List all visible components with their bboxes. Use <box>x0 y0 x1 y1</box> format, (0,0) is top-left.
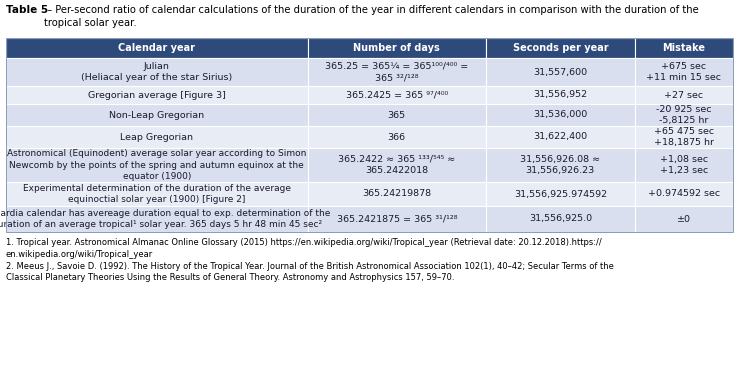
Text: 365: 365 <box>388 111 406 119</box>
Bar <box>635 148 733 182</box>
Bar <box>635 38 733 58</box>
Bar <box>486 206 635 232</box>
Text: Non-Leap Gregorian: Non-Leap Gregorian <box>109 111 205 119</box>
Text: 31,556,926.08 ≈
31,556,926.23: 31,556,926.08 ≈ 31,556,926.23 <box>520 155 600 175</box>
Bar <box>307 148 486 182</box>
Bar <box>307 206 486 232</box>
Text: – Per-second ratio of calendar calculations of the duration of the year in diffe: – Per-second ratio of calendar calculati… <box>44 5 699 28</box>
Text: Table 5: Table 5 <box>6 5 48 15</box>
Bar <box>6 126 307 148</box>
Bar <box>635 206 733 232</box>
Text: +27 sec: +27 sec <box>664 91 704 99</box>
Text: Asgardia calendar has avereage duration equal to exp. determination of the
durat: Asgardia calendar has avereage duration … <box>0 209 330 229</box>
Text: 31,622,400: 31,622,400 <box>534 132 588 141</box>
Text: Number of days: Number of days <box>353 43 440 53</box>
Text: 366: 366 <box>388 132 406 141</box>
Text: 31,556,952: 31,556,952 <box>534 91 588 99</box>
Bar <box>307 104 486 126</box>
Text: Mistake: Mistake <box>662 43 706 53</box>
Bar <box>486 148 635 182</box>
Text: 31,536,000: 31,536,000 <box>534 111 588 119</box>
Text: 31,556,925.0: 31,556,925.0 <box>529 215 592 223</box>
Bar <box>6 206 307 232</box>
Text: 365.2422 ≈ 365 ¹³³/⁵⁴⁵ ≈
365.2422018: 365.2422 ≈ 365 ¹³³/⁵⁴⁵ ≈ 365.2422018 <box>338 155 455 175</box>
Bar <box>6 86 307 104</box>
Text: +0.974592 sec: +0.974592 sec <box>648 189 720 199</box>
Bar <box>6 58 307 86</box>
Text: 365.2425 = 365 ⁹⁷/⁴⁰⁰: 365.2425 = 365 ⁹⁷/⁴⁰⁰ <box>346 91 448 99</box>
Text: 31,556,925.974592: 31,556,925.974592 <box>514 189 607 199</box>
Bar <box>635 86 733 104</box>
Bar <box>635 126 733 148</box>
Bar <box>635 182 733 206</box>
Bar <box>307 58 486 86</box>
Text: 365.24219878: 365.24219878 <box>362 189 432 199</box>
Text: +65 475 sec
+18,1875 hr: +65 475 sec +18,1875 hr <box>654 127 714 147</box>
Bar <box>6 148 307 182</box>
Text: -20 925 sec
-5,8125 hr: -20 925 sec -5,8125 hr <box>656 105 712 125</box>
Text: +675 sec
+11 min 15 sec: +675 sec +11 min 15 sec <box>647 62 721 82</box>
Bar <box>6 38 307 58</box>
Bar <box>307 38 486 58</box>
Text: 31,557,600: 31,557,600 <box>534 68 588 76</box>
Bar <box>6 182 307 206</box>
Text: Seconds per year: Seconds per year <box>513 43 608 53</box>
Bar <box>486 126 635 148</box>
Bar <box>486 182 635 206</box>
Bar <box>635 58 733 86</box>
Text: Experimental determination of the duration of the average
equinoctial solar year: Experimental determination of the durati… <box>23 184 291 204</box>
Text: +1,08 sec
+1,23 sec: +1,08 sec +1,23 sec <box>660 155 708 175</box>
Text: 365.25 = 365¼ = 365¹⁰⁰/⁴⁰⁰ =
365 ³²/¹²⁸: 365.25 = 365¼ = 365¹⁰⁰/⁴⁰⁰ = 365 ³²/¹²⁸ <box>325 62 469 82</box>
Bar <box>635 104 733 126</box>
Text: ±0: ±0 <box>677 215 691 223</box>
Text: 1. Tropical year. Astronomical Almanac Online Glossary (2015) https://en.wikiped: 1. Tropical year. Astronomical Almanac O… <box>6 238 614 282</box>
Bar <box>486 86 635 104</box>
Bar <box>486 104 635 126</box>
Bar <box>6 104 307 126</box>
Bar <box>307 126 486 148</box>
Text: Leap Gregorian: Leap Gregorian <box>120 132 194 141</box>
Text: Gregorian average [Figure 3]: Gregorian average [Figure 3] <box>88 91 226 99</box>
Bar <box>6 38 733 232</box>
Text: 365.2421875 = 365 ³¹/¹²⁸: 365.2421875 = 365 ³¹/¹²⁸ <box>336 215 457 223</box>
Bar <box>486 38 635 58</box>
Bar <box>307 182 486 206</box>
Bar <box>486 58 635 86</box>
Text: Calendar year: Calendar year <box>118 43 195 53</box>
Text: Astronomical (Equinodent) average solar year according to Simon
Newcomb by the p: Astronomical (Equinodent) average solar … <box>7 149 307 181</box>
Text: Julian
(Heliacal year of the star Sirius): Julian (Heliacal year of the star Sirius… <box>81 62 233 82</box>
Bar <box>307 86 486 104</box>
